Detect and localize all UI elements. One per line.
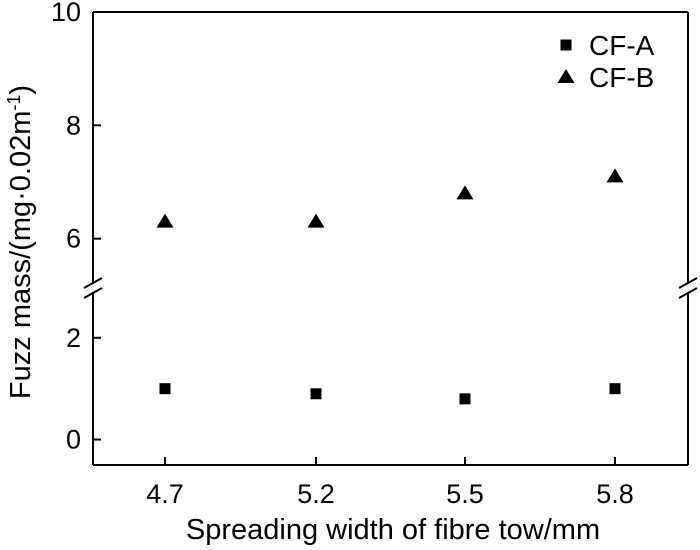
point-cf-a-5.8 [609,383,621,395]
axis-break-right-2 [678,287,698,299]
axis-break-right-1 [678,277,698,289]
legend-marker-cf-b [557,69,575,83]
y-tick-label-0: 0 [66,425,81,455]
y-tick-label-6: 6 [66,224,81,254]
point-cf-a-5.5 [459,393,471,405]
axis-break-marks [83,277,698,299]
y-axis-title-close: ) [5,85,37,95]
legend-marker-cf-a [560,39,572,51]
axis-break-left-1 [83,277,103,289]
y-axis-title-superscript: -1 [4,95,24,111]
x-axis-title: Spreading width of fibre tow/mm [186,514,600,546]
y-tick-label-10: 10 [51,0,81,27]
legend-label-cf-b: CF-B [589,62,654,93]
axis-break-left-2 [83,287,103,299]
point-cf-b-4.7 [156,213,174,228]
y-axis: 0 2 6 8 10 [51,0,101,455]
data-points [156,168,624,405]
point-cf-a-5.2 [310,388,322,400]
plot-frame [92,11,689,466]
y-axis-title-main: Fuzz mass/(mg·0.02m [5,111,37,399]
x-tick-label-5.5: 5.5 [446,479,484,509]
y-tick-label-8: 8 [66,110,81,140]
point-cf-b-5.2 [307,213,325,228]
y-axis-title: Fuzz mass/(mg·0.02m-1) [4,85,37,399]
legend-label-cf-a: CF-A [589,30,655,61]
x-tick-label-4.7: 4.7 [146,479,184,509]
x-tick-label-5.2: 5.2 [297,479,335,509]
x-tick-label-5.8: 5.8 [596,479,634,509]
point-cf-a-4.7 [159,383,171,395]
point-cf-b-5.8 [606,168,624,183]
x-axis: 4.7 5.2 5.5 5.8 [146,457,634,509]
y-tick-label-2: 2 [66,323,81,353]
point-cf-b-5.5 [456,185,474,200]
legend: CF-ACF-B [557,30,655,93]
